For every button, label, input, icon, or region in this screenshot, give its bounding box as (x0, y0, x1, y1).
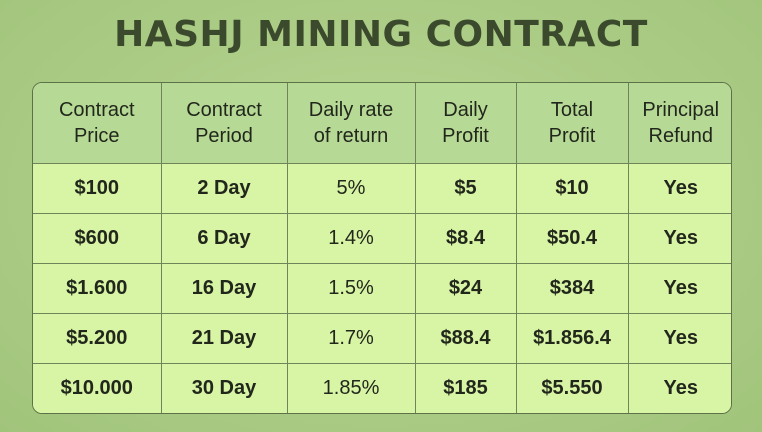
table-row: $600 6 Day 1.4% $8.4 $50.4 Yes (33, 212, 731, 264)
cell-contract-price: $600 (33, 212, 162, 264)
cell-daily-profit: $24 (414, 262, 517, 314)
cell-total-profit: $50.4 (515, 212, 629, 264)
cell-daily-rate: 1.85% (286, 362, 416, 413)
cell-principal-refund: Yes (627, 362, 731, 413)
cell-principal-refund: Yes (627, 212, 731, 264)
cell-principal-refund: Yes (627, 262, 731, 314)
header-daily-profit: Daily Profit (414, 83, 517, 164)
cell-total-profit: $5.550 (515, 362, 629, 413)
cell-daily-profit: $5 (414, 162, 517, 214)
table-row: $1.600 16 Day 1.5% $24 $384 Yes (33, 262, 731, 314)
cell-daily-rate: 1.4% (286, 212, 416, 264)
cell-daily-profit: $185 (414, 362, 517, 413)
cell-daily-profit: $8.4 (414, 212, 517, 264)
contract-table-grid: Contract Price Contract Period Daily rat… (33, 83, 731, 413)
header-contract-price: Contract Price (33, 83, 162, 164)
contract-table: Contract Price Contract Period Daily rat… (32, 82, 732, 414)
header-daily-rate: Daily rate of return (286, 83, 416, 164)
cell-contract-price: $100 (33, 162, 162, 214)
cell-contract-period: 6 Day (160, 212, 288, 264)
cell-principal-refund: Yes (627, 312, 731, 364)
table-header-row: Contract Price Contract Period Daily rat… (33, 83, 731, 164)
cell-total-profit: $1.856.4 (515, 312, 629, 364)
table-row: $5.200 21 Day 1.7% $88.4 $1.856.4 Yes (33, 312, 731, 364)
page-title: HASHJ MINING CONTRACT (114, 14, 648, 55)
cell-daily-rate: 5% (286, 162, 416, 214)
table-row: $100 2 Day 5% $5 $10 Yes (33, 162, 731, 214)
cell-daily-profit: $88.4 (414, 312, 517, 364)
cell-total-profit: $10 (515, 162, 629, 214)
header-contract-period: Contract Period (160, 83, 288, 164)
cell-total-profit: $384 (515, 262, 629, 314)
cell-contract-period: 16 Day (160, 262, 288, 314)
cell-contract-period: 2 Day (160, 162, 288, 214)
table-row: $10.000 30 Day 1.85% $185 $5.550 Yes (33, 362, 731, 413)
cell-contract-period: 30 Day (160, 362, 288, 413)
cell-daily-rate: 1.5% (286, 262, 416, 314)
cell-contract-price: $5.200 (33, 312, 162, 364)
cell-contract-period: 21 Day (160, 312, 288, 364)
cell-principal-refund: Yes (627, 162, 731, 214)
cell-daily-rate: 1.7% (286, 312, 416, 364)
cell-contract-price: $10.000 (33, 362, 162, 413)
cell-contract-price: $1.600 (33, 262, 162, 314)
header-principal-refund: Principal Refund (627, 83, 731, 164)
header-total-profit: Total Profit (515, 83, 629, 164)
